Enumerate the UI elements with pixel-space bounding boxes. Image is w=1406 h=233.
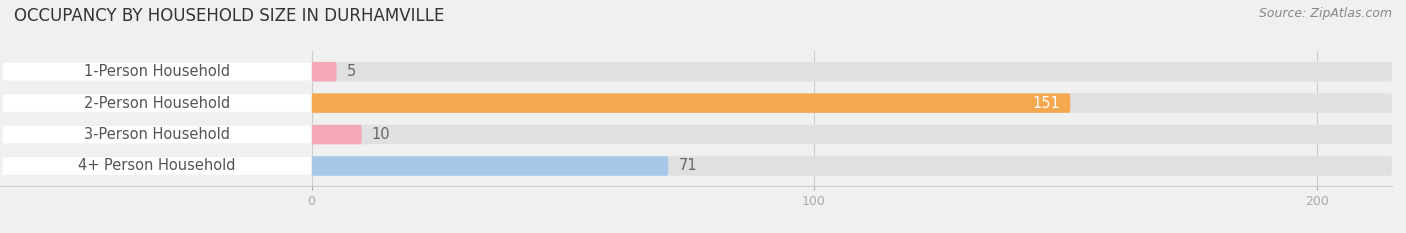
Text: Source: ZipAtlas.com: Source: ZipAtlas.com xyxy=(1258,7,1392,20)
FancyBboxPatch shape xyxy=(3,126,312,143)
FancyBboxPatch shape xyxy=(312,62,336,81)
Text: 3-Person Household: 3-Person Household xyxy=(84,127,231,142)
FancyBboxPatch shape xyxy=(312,125,361,144)
FancyBboxPatch shape xyxy=(312,93,1070,113)
FancyBboxPatch shape xyxy=(312,156,668,176)
FancyBboxPatch shape xyxy=(312,125,1392,144)
Text: 71: 71 xyxy=(678,158,697,174)
Text: 1-Person Household: 1-Person Household xyxy=(84,64,231,79)
FancyBboxPatch shape xyxy=(312,156,1392,176)
FancyBboxPatch shape xyxy=(3,157,312,175)
Text: 10: 10 xyxy=(371,127,391,142)
Text: 4+ Person Household: 4+ Person Household xyxy=(79,158,236,174)
Text: 151: 151 xyxy=(1032,96,1060,111)
FancyBboxPatch shape xyxy=(312,62,1392,81)
FancyBboxPatch shape xyxy=(3,94,312,112)
FancyBboxPatch shape xyxy=(3,63,312,80)
FancyBboxPatch shape xyxy=(312,93,1392,113)
Text: 2-Person Household: 2-Person Household xyxy=(84,96,231,111)
Text: 5: 5 xyxy=(347,64,356,79)
Text: OCCUPANCY BY HOUSEHOLD SIZE IN DURHAMVILLE: OCCUPANCY BY HOUSEHOLD SIZE IN DURHAMVIL… xyxy=(14,7,444,25)
